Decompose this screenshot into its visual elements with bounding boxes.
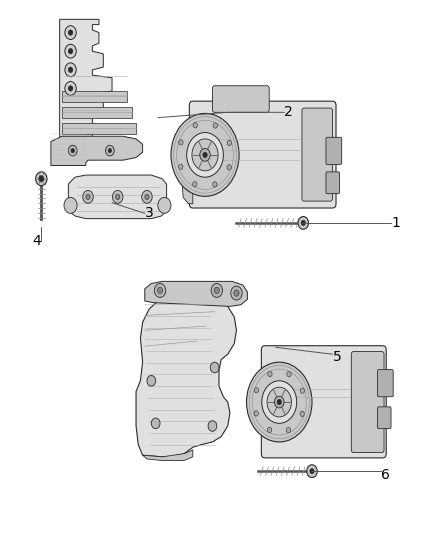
Circle shape (108, 149, 112, 153)
Circle shape (35, 172, 47, 185)
Circle shape (267, 427, 272, 433)
Circle shape (65, 82, 76, 95)
Text: 4: 4 (32, 234, 41, 248)
Circle shape (154, 284, 166, 297)
Circle shape (39, 175, 44, 182)
Circle shape (298, 216, 308, 229)
Circle shape (179, 140, 183, 145)
FancyBboxPatch shape (378, 407, 391, 429)
Circle shape (65, 63, 76, 77)
Text: 3: 3 (145, 206, 154, 220)
Circle shape (268, 372, 272, 377)
Circle shape (247, 362, 312, 442)
Text: 1: 1 (392, 216, 400, 230)
Circle shape (227, 140, 232, 146)
Circle shape (187, 133, 223, 177)
Circle shape (287, 372, 291, 377)
FancyBboxPatch shape (189, 101, 336, 208)
Circle shape (262, 381, 297, 423)
Circle shape (145, 194, 149, 199)
Polygon shape (145, 281, 247, 306)
Circle shape (68, 30, 73, 35)
FancyBboxPatch shape (261, 346, 386, 458)
Circle shape (307, 465, 317, 478)
Bar (62, 107, 132, 118)
Text: 5: 5 (332, 350, 341, 364)
Text: 2: 2 (285, 106, 293, 119)
Circle shape (64, 197, 77, 213)
Bar (62, 123, 136, 134)
Circle shape (65, 44, 76, 58)
Circle shape (71, 149, 74, 153)
Circle shape (286, 427, 291, 433)
Circle shape (142, 190, 152, 203)
Circle shape (208, 421, 217, 431)
Circle shape (68, 67, 73, 72)
Circle shape (68, 146, 77, 156)
Polygon shape (51, 136, 143, 165)
FancyBboxPatch shape (326, 138, 342, 165)
Circle shape (179, 164, 183, 169)
FancyBboxPatch shape (351, 352, 384, 453)
Circle shape (158, 197, 171, 213)
Circle shape (277, 399, 282, 405)
Circle shape (86, 194, 90, 199)
Polygon shape (136, 293, 237, 457)
Circle shape (254, 411, 258, 416)
Circle shape (275, 396, 284, 408)
FancyBboxPatch shape (378, 369, 393, 397)
FancyBboxPatch shape (326, 172, 339, 193)
Circle shape (301, 220, 305, 225)
Circle shape (171, 114, 239, 196)
Circle shape (300, 411, 304, 417)
Polygon shape (68, 175, 166, 219)
Circle shape (310, 469, 314, 474)
Circle shape (68, 86, 73, 91)
Circle shape (213, 182, 217, 187)
FancyBboxPatch shape (212, 86, 269, 112)
Circle shape (267, 387, 291, 417)
Circle shape (113, 190, 123, 203)
Circle shape (192, 139, 218, 171)
Circle shape (231, 286, 242, 300)
Circle shape (151, 418, 160, 429)
Circle shape (213, 123, 217, 128)
Circle shape (234, 290, 239, 296)
Circle shape (203, 152, 207, 158)
Polygon shape (143, 450, 193, 461)
Circle shape (300, 388, 304, 393)
Circle shape (200, 149, 210, 161)
Polygon shape (60, 19, 112, 165)
Circle shape (214, 287, 219, 294)
Circle shape (210, 362, 219, 373)
Circle shape (227, 165, 231, 170)
Text: 6: 6 (381, 468, 389, 482)
Bar (62, 91, 127, 102)
Circle shape (211, 284, 223, 297)
Circle shape (157, 287, 162, 294)
Polygon shape (182, 176, 193, 204)
Circle shape (83, 190, 93, 203)
Circle shape (116, 194, 120, 199)
Circle shape (254, 387, 258, 393)
Circle shape (193, 182, 197, 187)
FancyBboxPatch shape (302, 108, 332, 201)
Circle shape (65, 26, 76, 39)
Circle shape (106, 146, 114, 156)
Circle shape (68, 49, 73, 54)
Circle shape (147, 375, 155, 386)
Circle shape (193, 123, 198, 128)
